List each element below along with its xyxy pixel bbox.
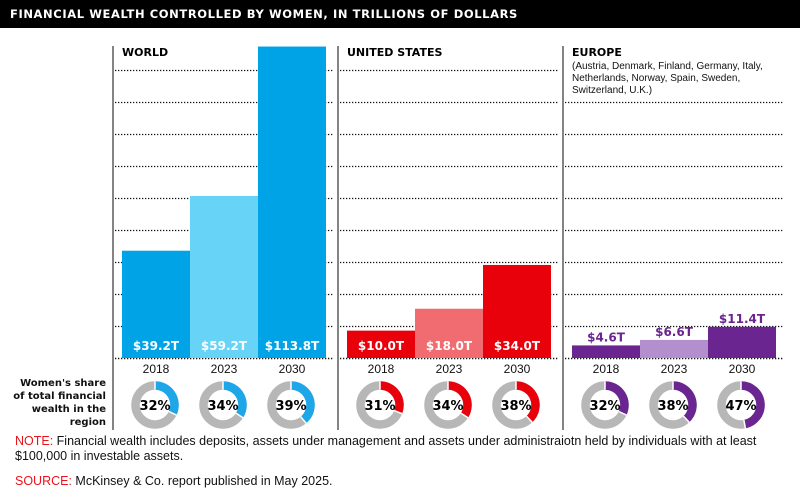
chart-area: WORLD $39.2T 2018 32% $59.2T 2023 34% $113.8T 20… <box>112 46 784 430</box>
bar <box>708 326 776 358</box>
donut-share-arc <box>604 381 629 416</box>
bar-value-label: $59.2T <box>201 339 248 353</box>
donut-share-arc <box>672 381 697 423</box>
donut-percent-label: 38% <box>657 399 688 414</box>
bar <box>572 345 640 358</box>
donut-gap <box>460 412 469 419</box>
donut-share-arc <box>515 381 540 423</box>
donut-share-arc <box>154 381 179 416</box>
bar <box>258 46 326 359</box>
year-label: 2018 <box>368 362 395 376</box>
note: NOTE: Financial wealth includes deposits… <box>15 434 795 464</box>
donut-percent-label: 32% <box>139 399 170 414</box>
year-label: 2023 <box>661 362 688 376</box>
donut-percent-label: 34% <box>432 399 463 414</box>
share-label: Women's share of total financial wealth … <box>13 378 106 428</box>
note-text: Financial wealth includes deposits, asse… <box>15 434 757 463</box>
year-label: 2018 <box>593 362 620 376</box>
year-label: 2030 <box>729 362 756 376</box>
bar <box>483 264 551 358</box>
bar <box>347 330 415 358</box>
donut-gap <box>682 415 690 423</box>
donut-percent-label: 38% <box>500 399 531 414</box>
panel-subtitle: (Austria, Denmark, Finland, Germany, Ita… <box>572 61 763 72</box>
bar <box>415 308 483 358</box>
chart-title: FINANCIAL WEALTH CONTROLLED BY WOMEN, IN… <box>10 7 518 21</box>
donut-gap <box>618 410 627 416</box>
year-label: 2018 <box>143 362 170 376</box>
note-label: NOTE: <box>15 434 54 448</box>
donut-gap <box>300 416 307 424</box>
year-label: 2030 <box>279 362 306 376</box>
bar <box>190 195 258 358</box>
donut-gap <box>235 412 244 419</box>
source: SOURCE: McKinsey & Co. report published … <box>15 474 333 488</box>
panel-subtitle: Netherlands, Norway, Spain, Sweden, <box>572 73 740 84</box>
title-bar: FINANCIAL WEALTH CONTROLLED BY WOMEN, IN… <box>0 0 800 28</box>
donut-share-arc <box>740 381 765 429</box>
bar <box>122 250 190 358</box>
donut-gap <box>168 410 177 416</box>
bar-value-label: $10.0T <box>358 339 405 353</box>
donut-percent-label: 31% <box>364 399 395 414</box>
source-text: McKinsey & Co. report published in May 2… <box>71 474 333 488</box>
year-label: 2023 <box>211 362 238 376</box>
donut-gap <box>393 409 403 415</box>
year-label: 2023 <box>436 362 463 376</box>
bar-value-label: $39.2T <box>133 339 180 353</box>
panel-title: WORLD <box>122 46 168 59</box>
bar-value-label: $4.6T <box>587 330 626 344</box>
donut-gap <box>743 419 747 429</box>
bar-value-label: $113.8T <box>265 339 320 353</box>
donut-share-arc <box>290 381 315 424</box>
bar-value-label: $34.0T <box>494 339 541 353</box>
panel-title: UNITED STATES <box>347 46 442 59</box>
bar-value-label: $6.6T <box>655 325 694 339</box>
bar-value-label: $11.4T <box>719 312 766 326</box>
donut-percent-label: 47% <box>725 399 756 414</box>
panel-subtitle: Switzerland, U.K.) <box>572 85 652 96</box>
panel-title: EUROPE <box>572 46 622 59</box>
donut-share-arc <box>447 381 472 418</box>
donut-share-arc <box>222 381 247 418</box>
year-label: 2030 <box>504 362 531 376</box>
bar-value-label: $18.0T <box>426 339 473 353</box>
bar <box>640 339 708 358</box>
donut-share-arc <box>379 381 404 414</box>
donut-percent-label: 34% <box>207 399 238 414</box>
donut-percent-label: 39% <box>275 399 306 414</box>
donut-gap <box>525 415 533 423</box>
source-label: SOURCE: <box>15 474 72 488</box>
donut-percent-label: 32% <box>589 399 620 414</box>
